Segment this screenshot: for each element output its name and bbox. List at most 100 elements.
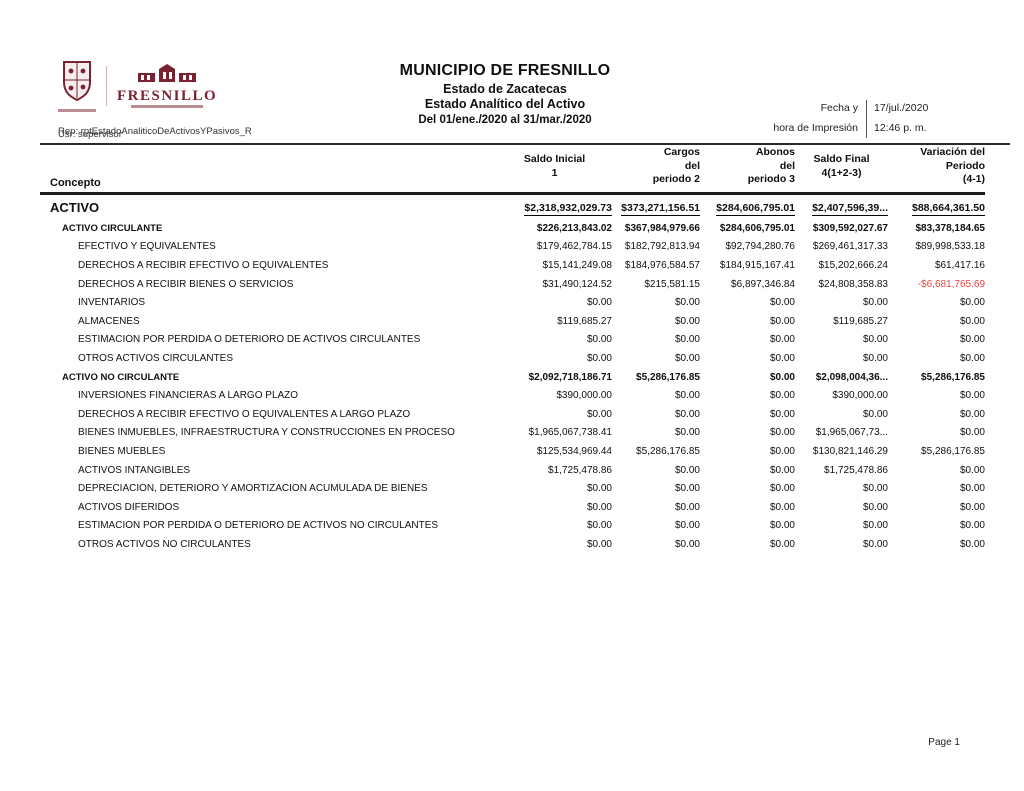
row-value-text: $6,897,346.84 [731,278,795,290]
row-value: $1,965,067,73... [795,427,888,438]
column-header: Saldo Inicial 1 [523,153,586,179]
row-value-text: $284,606,795.01 [719,222,795,234]
row-value: $0.00 [497,520,612,531]
row-value: $0.00 [497,353,612,364]
row-value: $0.00 [888,353,985,364]
row-value: $0.00 [888,465,985,476]
row-value: $0.00 [700,427,795,438]
row-value: $2,407,596,39... [795,201,888,216]
row-value-text: $0.00 [959,520,985,532]
row-value-text: $0.00 [769,390,795,402]
row-value-text: $0.00 [586,334,612,346]
row-value-text: $0.00 [674,427,700,439]
row-value-text: $130,821,146.29 [812,445,888,457]
municipal-crest [58,60,96,112]
row-value-text: $0.00 [769,297,795,309]
row-value-text: $125,534,969.44 [536,445,612,457]
report-id: Rep: rptEstadoAnaliticoDeActivosYPasivos… [58,126,252,137]
concept-column-header: Concepto [50,177,101,189]
row-value: $0.00 [888,539,985,550]
row-value: $83,378,184.65 [888,223,985,234]
logo-divider [106,66,107,106]
row-value: $0.00 [888,297,985,308]
row-value-text: $0.00 [769,501,795,513]
row-value-text: $0.00 [769,352,795,364]
table-row: BIENES MUEBLES $125,534,969.44 $5,286,17… [50,442,985,461]
row-value: $0.00 [700,334,795,345]
row-value-text: $0.00 [769,538,795,550]
row-value-text: $0.00 [862,297,888,309]
row-value-text: $5,286,176.85 [636,445,700,457]
row-value: $0.00 [700,446,795,457]
user-id: Usr: supervisor [58,129,122,140]
row-value-text: $119,685.27 [833,315,888,327]
row-concept: DERECHOS A RECIBIR EFECTIVO O EQUIVALENT… [78,408,411,420]
row-concept: ACTIVOS DIFERIDOS [78,501,180,513]
row-value: $2,092,718,186.71 [497,372,612,383]
report-name: Estado Analítico del Activo [424,97,586,111]
row-value: $24,808,358.83 [795,279,888,290]
row-concept: ACTIVO NO CIRCULANTE [62,371,180,383]
print-date: 17/jul./2020 [874,102,929,114]
top-rule [40,143,1010,145]
row-value: $0.00 [612,390,700,401]
row-value: $0.00 [700,465,795,476]
column-header: Cargos del periodo 2 [652,146,700,185]
row-value-text: $0.00 [586,520,612,532]
row-value: $61,417.16 [888,260,985,271]
page-number: Page 1 [928,737,960,748]
column-header: Saldo Final 4(1+2-3) [813,153,870,179]
row-value-text: $184,915,167.41 [719,259,795,271]
row-concept: DERECHOS A RECIBIR EFECTIVO O EQUIVALENT… [78,259,329,271]
row-concept: OTROS ACTIVOS CIRCULANTES [78,352,234,364]
row-concept: DEPRECIACIÓN, DETERIORO Y AMORTIZACIÓN A… [78,483,428,495]
page-title: MUNICIPIO DE FRESNILLO [399,62,611,79]
row-value: $0.00 [612,409,700,420]
row-value: $269,461,317.33 [795,241,888,252]
row-value: $0.00 [888,316,985,327]
table-row: ACTIVOS DIFERIDOS $0.00 $0.00 $0.00 $0.0… [50,498,985,517]
row-value-text: $0.00 [586,501,612,513]
row-value: $184,976,584.57 [612,260,700,271]
row-value: $89,998,533.18 [888,241,985,252]
table-rows: ACTIVO $2,318,932,029.73 $373,271,156.51… [50,196,985,554]
row-value: $88,664,361.50 [888,201,985,216]
row-value: $5,286,176.85 [888,372,985,383]
row-concept: ESTIMACIÓN POR PÉRDIDA O DETERIORO DE AC… [78,520,439,532]
row-value: $0.00 [795,520,888,531]
row-value-text: $0.00 [586,408,612,420]
row-value-text: $0.00 [674,408,700,420]
row-value-text: $0.00 [769,371,795,383]
row-value-text: $0.00 [862,538,888,550]
row-value-text: $0.00 [862,352,888,364]
row-value: $0.00 [888,502,985,513]
row-value-text: $184,976,584.57 [624,259,700,271]
fresnillo-logo: FRESNILLO [117,64,217,108]
row-value-text: $0.00 [769,334,795,346]
row-value: $0.00 [888,390,985,401]
row-value-text: $373,271,156.51 [621,201,700,216]
row-value: $0.00 [612,427,700,438]
table-row: ESTIMACIÓN POR PÉRDIDA O DETERIORO DE AC… [50,517,985,536]
row-value-text: $89,998,533.18 [915,241,985,253]
row-value-text: $2,092,718,186.71 [528,371,612,383]
row-value-text: $0.00 [674,297,700,309]
row-value-text: $0.00 [959,334,985,346]
shield-icon [61,60,93,107]
title-block: MUNICIPIO DE FRESNILLO Estado de Zacatec… [300,62,710,126]
row-value-text: $390,000.00 [556,390,612,402]
row-value-text: $0.00 [862,408,888,420]
table-row: ESTIMACIÓN POR PÉRDIDA O DETERIORO DE AC… [50,331,985,350]
row-value-text: $0.00 [674,464,700,476]
row-value-text: $0.00 [862,334,888,346]
row-concept: ACTIVO CIRCULANTE [62,222,163,234]
row-value: $1,725,478.86 [497,465,612,476]
table-row: ACTIVO NO CIRCULANTE $2,092,718,186.71 $… [50,368,985,387]
row-value: $0.00 [497,483,612,494]
row-value-text: $0.00 [674,315,700,327]
row-value-text: $0.00 [674,501,700,513]
row-value: $0.00 [888,334,985,345]
row-value: $5,286,176.85 [612,446,700,457]
row-value-text: $226,213,843.02 [536,222,612,234]
row-value: $0.00 [612,483,700,494]
